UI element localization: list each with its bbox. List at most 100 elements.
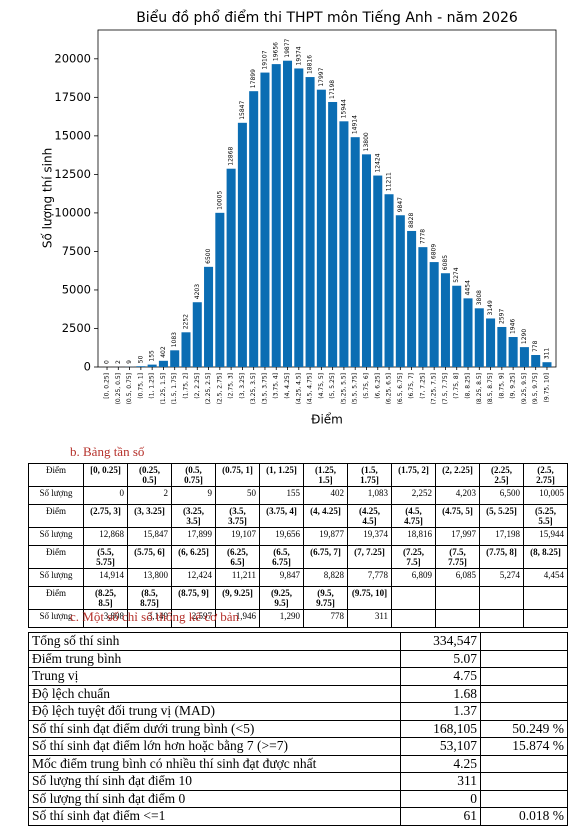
- x-tick-label: (9.75, 10]: [543, 373, 550, 403]
- x-tick-label: (6.75, 7]: [408, 373, 415, 399]
- bin-cell: (9.75, 10]: [347, 586, 392, 610]
- bin-cell: (7.75, 8]: [479, 545, 524, 569]
- x-tick-label: (5.75, 6]: [363, 373, 370, 399]
- stats-row: Độ lệch tuyệt đối trung vị (MAD) 1.37: [28, 702, 568, 721]
- stat-value: [480, 632, 568, 651]
- x-tick-label: (7, 7.25]: [419, 373, 426, 399]
- data-label: 2252: [182, 314, 189, 329]
- bin-cell: (0.25, 0.5]: [127, 463, 172, 487]
- bar: [328, 101, 338, 368]
- bar: [283, 60, 293, 368]
- data-label: 11211: [386, 172, 393, 191]
- x-tick-label: (1, 1.25]: [149, 373, 156, 399]
- y-tick-label: 20000: [54, 51, 91, 65]
- count-cell: 9,847: [259, 568, 304, 587]
- data-label: 4454: [465, 280, 472, 295]
- data-label: 0: [104, 360, 111, 364]
- data-label: 9847: [397, 197, 404, 212]
- count-cell: 311: [347, 609, 392, 628]
- bar: [204, 266, 214, 367]
- stat-label: Tổng số thí sinh: [28, 632, 401, 651]
- bar: [316, 89, 326, 368]
- chart-title: Biểu đồ phổ điểm thi THPT môn Tiếng Anh …: [136, 9, 518, 26]
- count-row: Số lượng 0 2 9 50 155 402 1,083 2,252 4,203 6,500 1…: [28, 486, 568, 505]
- bar: [237, 122, 247, 367]
- data-label: 155: [149, 350, 156, 362]
- count-row: Số lượng 3,808 3,149 2,597 1,946 1,290 778 311: [28, 609, 568, 628]
- bin-cell: (9, 9.25]: [215, 586, 260, 610]
- bin-cell: [0, 0.25]: [83, 463, 128, 487]
- x-tick-label: (4.25, 4.5]: [295, 373, 302, 404]
- bin-cell: (2.5, 2.75]: [523, 463, 568, 487]
- bar: [486, 318, 496, 367]
- bin-cell: (0.75, 1]: [215, 463, 260, 487]
- bin-cell: (5, 5.25]: [479, 504, 524, 528]
- x-tick-label: (4, 4.25]: [284, 373, 291, 399]
- data-label: 14914: [352, 115, 359, 134]
- stats-row: Tổng số thí sinh 334,547: [28, 632, 568, 651]
- bar: [260, 72, 270, 368]
- row-label: Điểm: [28, 545, 84, 569]
- stats-row: Số thí sinh đạt điểm lớn hơn hoặc bằng 7…: [28, 737, 568, 756]
- stats-row: Số thí sinh đạt điểm <=1 61 0.018 %: [28, 807, 568, 826]
- x-tick-label: (2.75, 3]: [228, 373, 235, 399]
- bar: [497, 326, 507, 367]
- data-label: 7778: [419, 229, 426, 244]
- bar: [215, 212, 225, 367]
- bin-cell: (8.75, 9]: [171, 586, 216, 610]
- x-tick-label: (5.25, 5.5]: [340, 373, 347, 404]
- stat-label: Điểm trung bình: [28, 649, 401, 668]
- bar: [305, 77, 315, 367]
- bin-row: Điểm [0, 0.25] (0.25, 0.5] (0.5, 0.75] (0.75…: [28, 463, 568, 487]
- stats-row: Số lượng thí sinh đạt điểm 10 311: [28, 772, 568, 791]
- stat-value: 168,105: [400, 719, 481, 738]
- stat-label: Mốc điểm trung bình có nhiều thí sinh đạ…: [28, 754, 401, 773]
- count-cell: 13,800: [127, 568, 172, 587]
- data-label: 15944: [340, 99, 347, 118]
- stat-label: Số lượng thí sinh đạt điểm 10: [28, 772, 401, 791]
- data-label: 6809: [431, 244, 438, 259]
- data-label: 13800: [363, 132, 370, 151]
- x-tick-label: (8.5, 8.75]: [487, 373, 494, 404]
- count-cell: 2: [127, 486, 172, 505]
- data-label: 8828: [408, 213, 415, 228]
- count-cell: 4,454: [523, 568, 568, 587]
- data-label: 12424: [374, 153, 381, 172]
- data-label: 12868: [228, 146, 235, 165]
- empty-cell: [523, 586, 568, 610]
- bar: [429, 262, 439, 367]
- x-tick-label: (5, 5.25]: [329, 373, 336, 399]
- bar: [519, 347, 529, 367]
- bin-cell: (4, 4.25]: [303, 504, 348, 528]
- stat-value: 1.37: [400, 702, 481, 721]
- stat-label: Số lượng thí sinh đạt điểm 0: [28, 789, 401, 808]
- count-cell: 10,005: [523, 486, 568, 505]
- stat-value: [480, 649, 568, 668]
- empty-cell: [523, 609, 568, 628]
- section-title: b. Bảng tần số: [70, 444, 145, 459]
- bin-cell: (2.75, 3]: [83, 504, 128, 528]
- data-label: 10005: [216, 191, 223, 210]
- stat-value: [480, 684, 568, 703]
- bin-cell: (1.5, 1.75]: [347, 463, 392, 487]
- bin-cell: (3.5, 3.75]: [215, 504, 260, 528]
- data-label: 19656: [273, 42, 280, 61]
- stat-value: 61: [400, 807, 481, 826]
- data-label: 4203: [194, 284, 201, 299]
- bin-cell: (7.25, 7.5]: [391, 545, 436, 569]
- y-tick-label: 0: [84, 360, 91, 374]
- row-label: Điểm: [28, 463, 84, 487]
- y-tick-label: 2500: [62, 321, 91, 335]
- x-tick-label: (9, 9.25]: [510, 373, 517, 399]
- bar: [452, 285, 462, 367]
- x-tick-label: (8.75, 9]: [498, 373, 505, 399]
- x-tick-label: [0, 0.25]: [104, 373, 111, 399]
- frequency-table: Điểm [0, 0.25] (0.25, 0.5] (0.5, 0.75] (0.75…: [28, 463, 568, 628]
- y-tick-label: 17500: [54, 90, 91, 104]
- section-title: c. Một số chỉ số thống kê cơ bản: [70, 609, 239, 624]
- stat-value: 311: [400, 772, 481, 791]
- data-label: 15847: [239, 101, 246, 120]
- bin-cell: (5.5, 5.75]: [83, 545, 128, 569]
- count-cell: 402: [303, 486, 348, 505]
- count-cell: 11,211: [215, 568, 260, 587]
